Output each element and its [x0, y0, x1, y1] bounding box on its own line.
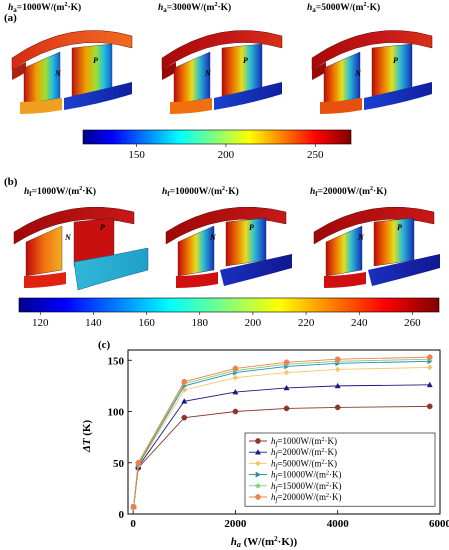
data-point — [334, 404, 341, 411]
data-point — [426, 403, 433, 410]
data-point — [283, 369, 290, 376]
colorbar-b: 120 140 160 180 200 220 240 260 — [18, 297, 440, 329]
series-6 — [130, 354, 433, 510]
leg-label-n-b1: N — [64, 233, 72, 242]
leg-label-p-b3: P — [397, 223, 402, 232]
panel-b-title-1: hf=1000W/(m2·K) — [24, 186, 97, 198]
legend-marker — [255, 438, 261, 444]
leg-label-n-b2: N — [209, 233, 217, 242]
x-tick-label: 2000 — [224, 518, 247, 530]
y-tick-label: 50 — [113, 458, 125, 470]
colorbar-tick-label: 220 — [298, 317, 315, 329]
leg-label-p-b2: P — [249, 223, 254, 232]
leg-label-n-a2: N — [204, 69, 212, 78]
y-tick-label: 0 — [119, 509, 125, 521]
legend-label: hf=20000W/(m2·K) — [271, 492, 342, 504]
colorbar-tick-label: 250 — [307, 149, 324, 161]
colorbar-tick-label: 140 — [85, 317, 102, 329]
model-a1 — [11, 30, 133, 114]
leg-label-n-a1: N — [54, 69, 62, 78]
x-tick-label: 0 — [130, 518, 136, 530]
model-b3 — [313, 206, 440, 288]
colorbar-tick-label: 150 — [128, 149, 145, 161]
leg-label-p-a1: P — [93, 56, 98, 65]
data-point — [232, 365, 239, 372]
leg-label-p-a3: P — [393, 56, 398, 65]
data-point — [283, 359, 290, 366]
colorbar-tick-label: 240 — [351, 317, 368, 329]
panel-c-chart: (c) 0 2000 4000 6000 0 50 100 150 hf=1000W/(m2·… — [81, 339, 449, 549]
legend-box — [244, 432, 436, 507]
data-point — [181, 414, 188, 421]
data-point — [232, 408, 239, 415]
data-point — [426, 364, 433, 371]
x-tick-label: 6000 — [429, 518, 449, 530]
data-point — [130, 503, 137, 510]
data-point — [232, 374, 239, 381]
legend-entry: hf=15000W/(m2·K) — [249, 481, 342, 493]
data-point — [334, 356, 341, 363]
y-axis-label: ΔT (K) — [81, 420, 93, 454]
colorbar-a: 150 200 250 — [82, 129, 352, 161]
leg-label-p-b1: P — [100, 223, 105, 232]
legend-entry: hf=20000W/(m2·K) — [249, 492, 342, 504]
panel-a-title-3: ha=5000W/(m2·K) — [307, 2, 381, 14]
colorbar-tick-label: 160 — [138, 317, 155, 329]
panel-b-title-3: hf=20000W/(m2·K) — [310, 186, 387, 198]
legend-label: hf=2000W/(m2·K) — [271, 447, 337, 459]
data-point — [283, 384, 290, 391]
panel-a-label: (a) — [4, 12, 17, 24]
legend-marker — [254, 482, 262, 489]
panel-b-title-2: hf=10000W/(m2·K) — [162, 186, 239, 198]
legend-entry: hf=1000W/(m2·K) — [249, 436, 337, 448]
data-point — [334, 382, 341, 389]
y-tick-label: 150 — [108, 355, 125, 367]
data-point — [426, 381, 433, 388]
legend-marker — [255, 471, 262, 478]
legend-marker — [255, 460, 261, 467]
leg-label-n-a3: N — [354, 69, 362, 78]
colorbar-tick-label: 200 — [218, 149, 235, 161]
x-tick-label: 4000 — [327, 518, 350, 530]
panel-a-title-2: ha=3000W/(m2·K) — [158, 2, 232, 14]
legend-entry: hf=10000W/(m2·K) — [249, 470, 342, 482]
data-point — [334, 366, 341, 373]
panel-c-label: (c) — [98, 339, 111, 351]
legend-entry: hf=5000W/(m2·K) — [249, 458, 337, 470]
data-point — [135, 459, 142, 466]
model-b2 — [165, 206, 292, 288]
legend-label: hf=1000W/(m2·K) — [271, 436, 337, 448]
colorbar-tick-label: 180 — [192, 317, 209, 329]
y-tick-label: 100 — [108, 407, 125, 419]
data-point — [181, 398, 188, 404]
x-axis-label: ha (W/(m2·K)) — [231, 535, 298, 549]
legend-entry: hf=2000W/(m2·K) — [249, 447, 337, 459]
colorbar-tick-label: 120 — [32, 317, 49, 329]
model-a2 — [161, 30, 283, 114]
data-point — [181, 378, 188, 385]
model-a3 — [311, 30, 433, 114]
panel-b-models: N P N P N P — [13, 206, 440, 291]
leg-label-p-a2: P — [243, 56, 248, 65]
legend-marker — [255, 494, 261, 500]
data-point — [232, 388, 239, 395]
colorbar-tick-label: 260 — [404, 317, 421, 329]
data-point — [283, 405, 290, 412]
colorbar-tick-label: 200 — [245, 317, 262, 329]
legend-label: hf=10000W/(m2·K) — [271, 470, 342, 482]
model-b1 — [13, 206, 149, 291]
plot-frame — [127, 349, 441, 515]
data-point — [426, 354, 433, 361]
panel-a-models: N P N P N P — [11, 30, 433, 114]
leg-label-n-b3: N — [357, 233, 365, 242]
panel-a-title-1: ha=1000W/(m2·K) — [8, 2, 82, 14]
legend-label: hf=15000W/(m2·K) — [271, 481, 342, 493]
legend-label: hf=5000W/(m2·K) — [271, 458, 337, 470]
legend-marker — [254, 449, 262, 455]
panel-b-label: (b) — [4, 176, 18, 188]
